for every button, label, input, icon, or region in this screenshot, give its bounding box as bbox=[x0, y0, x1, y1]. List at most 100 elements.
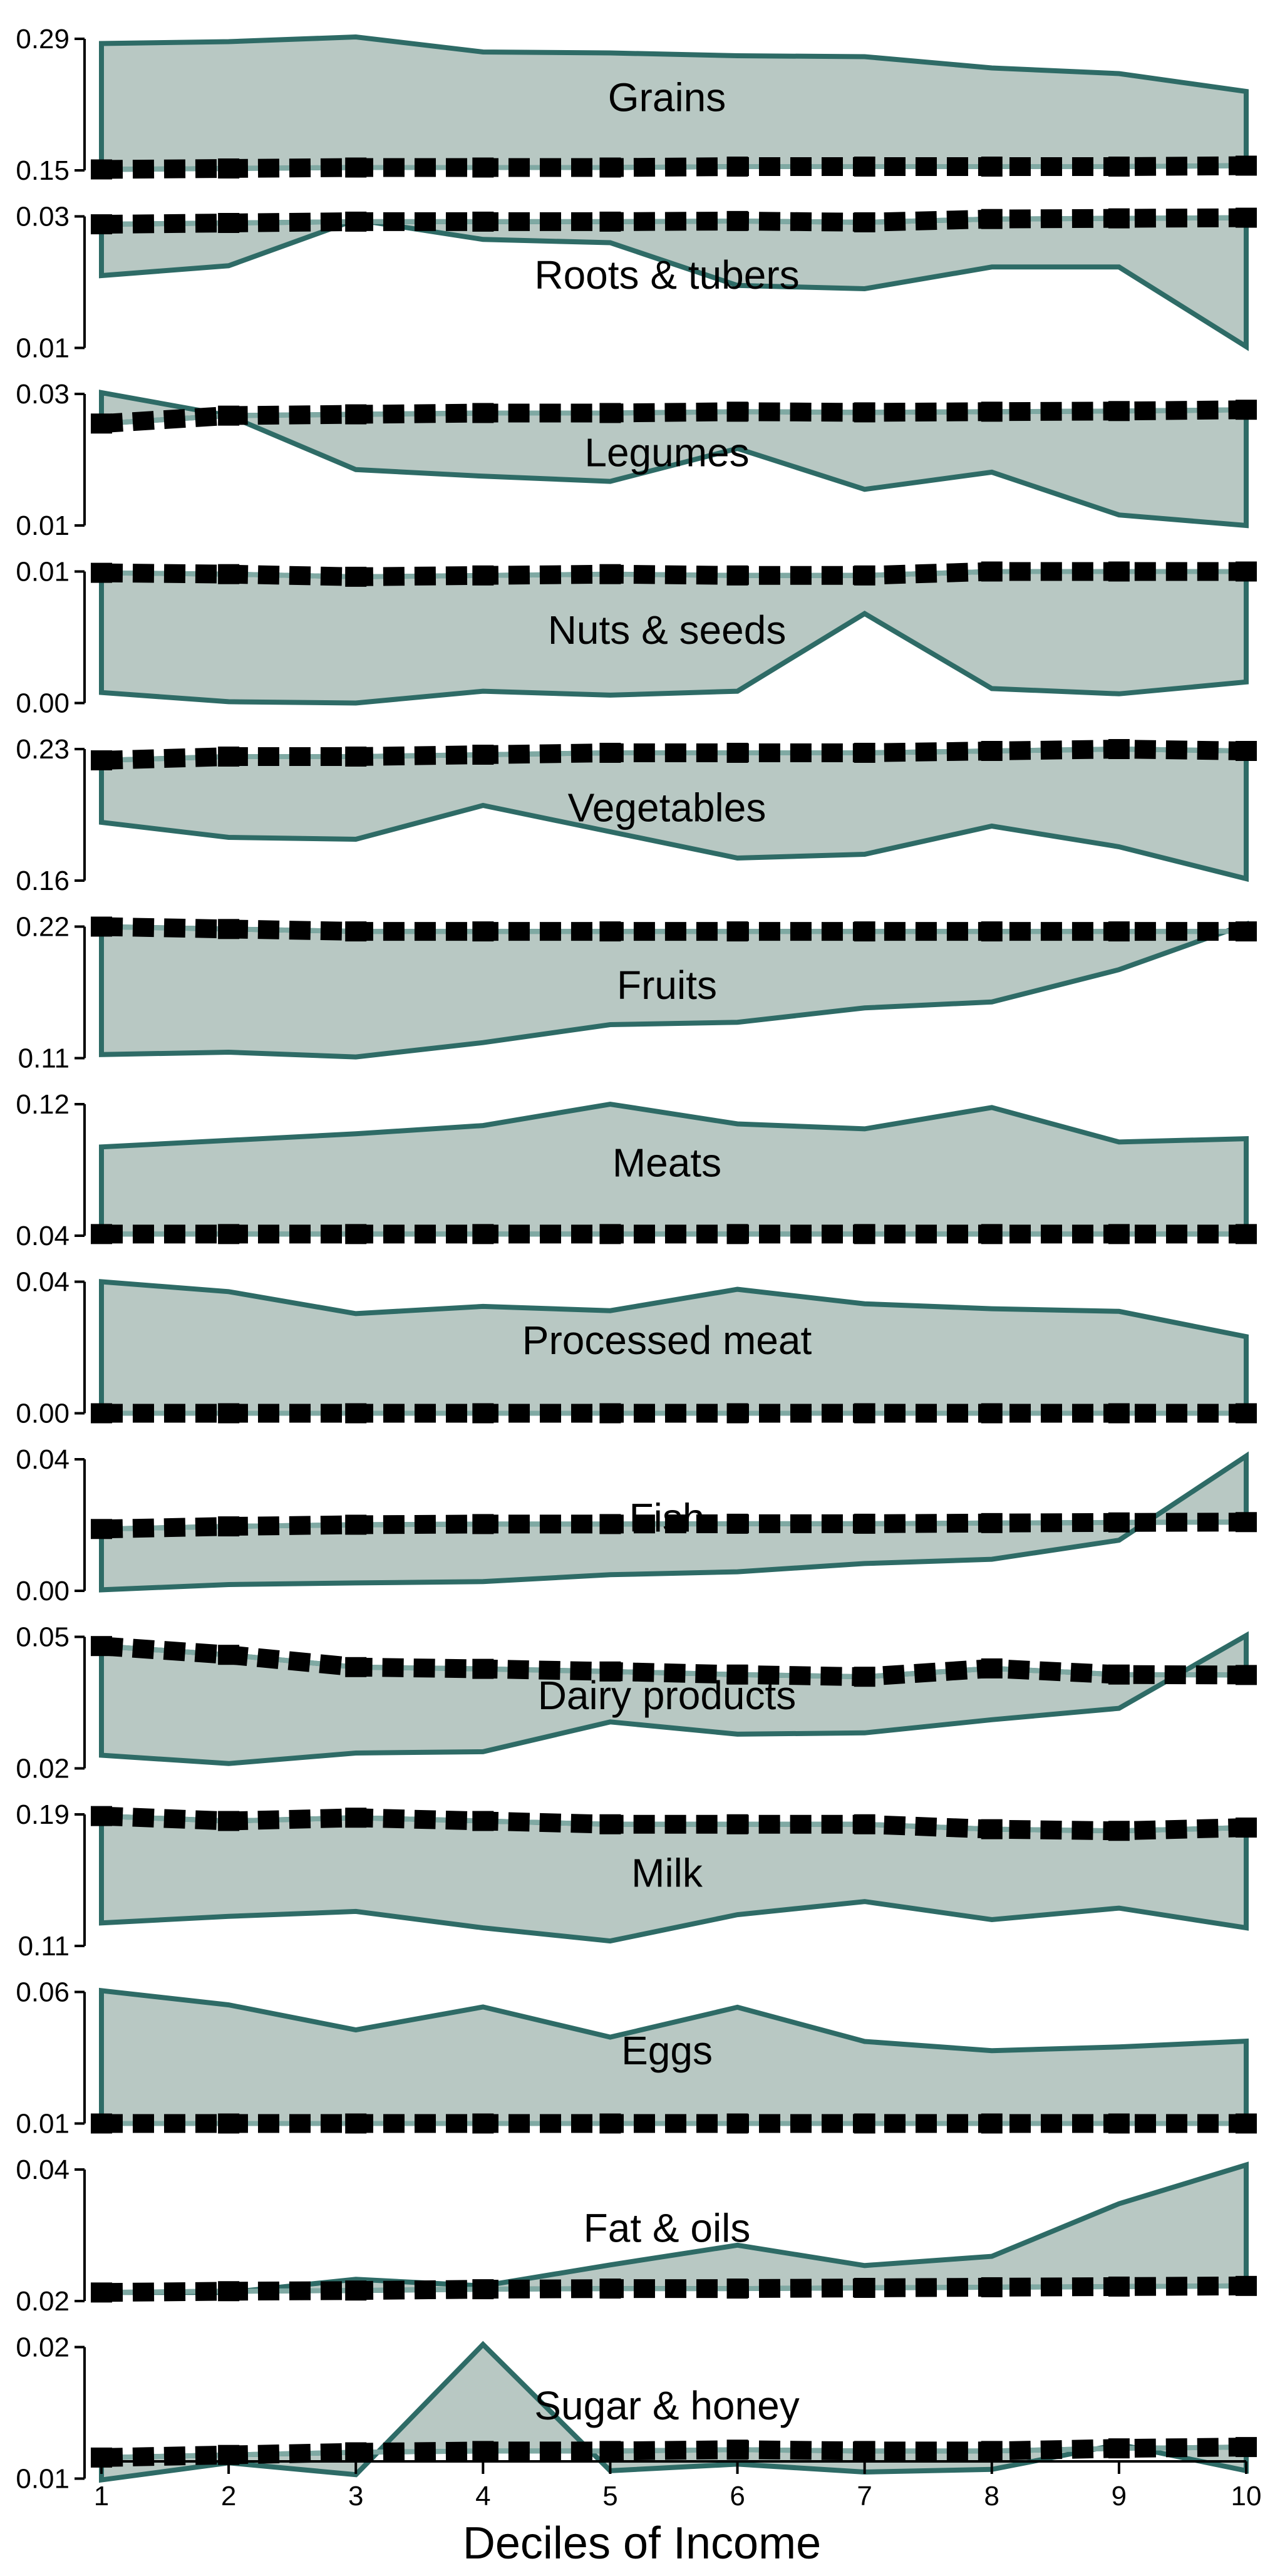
data-point-legumes-3 bbox=[345, 404, 367, 425]
panel-roots-tubers: 0.01 0.03 Roots & tubers bbox=[16, 202, 1257, 364]
y-tick-label-sugar-honey-1: 0.02 bbox=[16, 2332, 70, 2363]
data-point-fat-oils-2 bbox=[218, 2281, 240, 2302]
panel-processed-meat: 0.00 0.04 Processed meat bbox=[16, 1267, 1257, 1429]
data-point-fruits-4 bbox=[472, 921, 494, 942]
data-point-milk-1 bbox=[91, 1806, 112, 1826]
panel-label-fish: Fish bbox=[629, 1496, 705, 1541]
data-point-meats-8 bbox=[981, 1224, 1003, 1244]
data-point-fish-2 bbox=[218, 1516, 240, 1537]
panel-fruits: 0.11 0.22 Fruits bbox=[16, 912, 1257, 1074]
panel-label-grains: Grains bbox=[608, 75, 726, 120]
panel-dairy-products: 0.02 0.05 Dairy products bbox=[16, 1622, 1257, 1784]
data-point-fat-oils-6 bbox=[726, 2279, 748, 2299]
y-tick-label-sugar-honey-0: 0.01 bbox=[16, 2464, 70, 2495]
data-point-nuts-seeds-2 bbox=[218, 564, 240, 584]
y-tick-label-fruits-0: 0.11 bbox=[18, 1043, 70, 1074]
data-point-fish-9 bbox=[1108, 1512, 1130, 1533]
data-point-meats-3 bbox=[345, 1224, 367, 1244]
y-tick-label-grains-1: 0.29 bbox=[16, 24, 70, 54]
series-markers-fish bbox=[101, 1513, 1247, 1539]
data-point-vegetables-1 bbox=[91, 750, 112, 770]
y-tick-label-legumes-0: 0.01 bbox=[16, 510, 70, 541]
data-point-nuts-seeds-7 bbox=[854, 565, 875, 586]
data-point-milk-8 bbox=[981, 1819, 1003, 1839]
data-point-fish-6 bbox=[726, 1513, 748, 1534]
data-point-sugar-honey-7 bbox=[854, 2441, 875, 2461]
data-point-fat-oils-9 bbox=[1108, 2276, 1130, 2297]
panel-eggs: 0.01 0.06 Eggs bbox=[16, 1977, 1257, 2139]
data-point-vegetables-6 bbox=[726, 743, 748, 763]
y-tick-label-grains-0: 0.15 bbox=[16, 155, 70, 186]
data-point-sugar-honey-6 bbox=[726, 2439, 748, 2460]
data-point-processed-meat-9 bbox=[1108, 1403, 1130, 1424]
data-point-sugar-honey-3 bbox=[345, 2442, 367, 2463]
series-markers-fruits bbox=[101, 917, 1246, 941]
series-markers-fat-oils bbox=[101, 2276, 1247, 2302]
data-point-fish-1 bbox=[91, 1519, 112, 1539]
data-point-meats-5 bbox=[599, 1224, 621, 1244]
data-point-vegetables-4 bbox=[472, 745, 494, 765]
data-point-fat-oils-7 bbox=[854, 2278, 875, 2298]
panel-label-fruits: Fruits bbox=[617, 963, 717, 1008]
data-point-roots-tubers-7 bbox=[854, 212, 875, 232]
data-point-fruits-1 bbox=[91, 916, 112, 937]
panel-meats: 0.04 0.12 Meats bbox=[16, 1089, 1257, 1251]
data-point-roots-tubers-9 bbox=[1108, 208, 1130, 229]
data-point-milk-4 bbox=[472, 1811, 494, 1831]
panel-label-meats: Meats bbox=[612, 1141, 721, 1186]
y-tick-label-fish-1: 0.04 bbox=[16, 1444, 70, 1475]
data-point-legumes-7 bbox=[854, 402, 875, 423]
data-point-eggs-2 bbox=[218, 2113, 240, 2134]
data-point-processed-meat-10 bbox=[1236, 1403, 1257, 1424]
data-point-grains-8 bbox=[981, 157, 1003, 177]
data-point-legumes-2 bbox=[218, 405, 240, 426]
data-point-legumes-10 bbox=[1236, 400, 1257, 420]
y-tick-label-dairy-products-1: 0.05 bbox=[16, 1622, 70, 1653]
data-point-fruits-3 bbox=[345, 921, 367, 942]
y-tick-label-fat-oils-0: 0.02 bbox=[16, 2286, 70, 2317]
data-point-fruits-8 bbox=[981, 921, 1003, 942]
data-point-meats-2 bbox=[218, 1224, 240, 1244]
series-markers-sugar-honey bbox=[101, 2438, 1247, 2467]
data-point-legumes-4 bbox=[472, 403, 494, 423]
y-tick-label-eggs-0: 0.01 bbox=[16, 2109, 70, 2139]
data-point-milk-6 bbox=[726, 1814, 748, 1834]
panel-label-roots-tubers: Roots & tubers bbox=[534, 252, 799, 297]
panel-nuts-seeds: 0.00 0.01 Nuts & seeds bbox=[16, 557, 1257, 719]
data-point-eggs-3 bbox=[345, 2113, 367, 2134]
data-point-sugar-honey-4 bbox=[472, 2441, 494, 2461]
x-axis-label: Deciles of Income bbox=[463, 2518, 821, 2568]
data-point-processed-meat-3 bbox=[345, 1403, 367, 1424]
data-point-processed-meat-6 bbox=[726, 1403, 748, 1424]
data-point-fruits-7 bbox=[854, 921, 875, 942]
x-tick-label-4: 4 bbox=[475, 2481, 490, 2511]
data-point-meats-6 bbox=[726, 1224, 748, 1244]
data-point-fruits-10 bbox=[1236, 921, 1257, 942]
data-point-fish-5 bbox=[599, 1514, 621, 1534]
y-tick-label-vegetables-1: 0.23 bbox=[16, 734, 70, 765]
data-point-milk-5 bbox=[599, 1814, 621, 1834]
data-point-meats-9 bbox=[1108, 1224, 1130, 1244]
y-tick-label-roots-tubers-1: 0.03 bbox=[16, 202, 70, 232]
data-point-grains-9 bbox=[1108, 157, 1130, 177]
x-tick-label-2: 2 bbox=[221, 2481, 236, 2511]
data-point-nuts-seeds-8 bbox=[981, 561, 1003, 582]
x-tick-label-6: 6 bbox=[730, 2481, 745, 2511]
series-markers-legumes bbox=[101, 400, 1247, 433]
y-tick-label-vegetables-0: 0.16 bbox=[16, 866, 70, 896]
y-tick-label-processed-meat-1: 0.04 bbox=[16, 1267, 70, 1298]
x-tick-label-9: 9 bbox=[1112, 2481, 1127, 2511]
y-tick-label-milk-1: 0.19 bbox=[16, 1799, 70, 1830]
data-point-roots-tubers-4 bbox=[472, 211, 494, 232]
data-point-dairy-products-10 bbox=[1236, 1665, 1257, 1685]
data-point-grains-6 bbox=[726, 157, 748, 177]
y-tick-label-processed-meat-0: 0.00 bbox=[16, 1399, 70, 1429]
data-point-vegetables-7 bbox=[854, 743, 875, 763]
data-point-nuts-seeds-3 bbox=[345, 566, 367, 587]
panel-label-eggs: Eggs bbox=[621, 2028, 713, 2073]
data-point-legumes-9 bbox=[1108, 401, 1130, 422]
data-point-grains-10 bbox=[1236, 155, 1257, 176]
data-point-grains-1 bbox=[91, 159, 112, 180]
panel-grains: 0.15 0.29 Grains bbox=[16, 24, 1257, 186]
panel-fat-oils: 0.02 0.04 Fat & oils bbox=[16, 2154, 1257, 2317]
